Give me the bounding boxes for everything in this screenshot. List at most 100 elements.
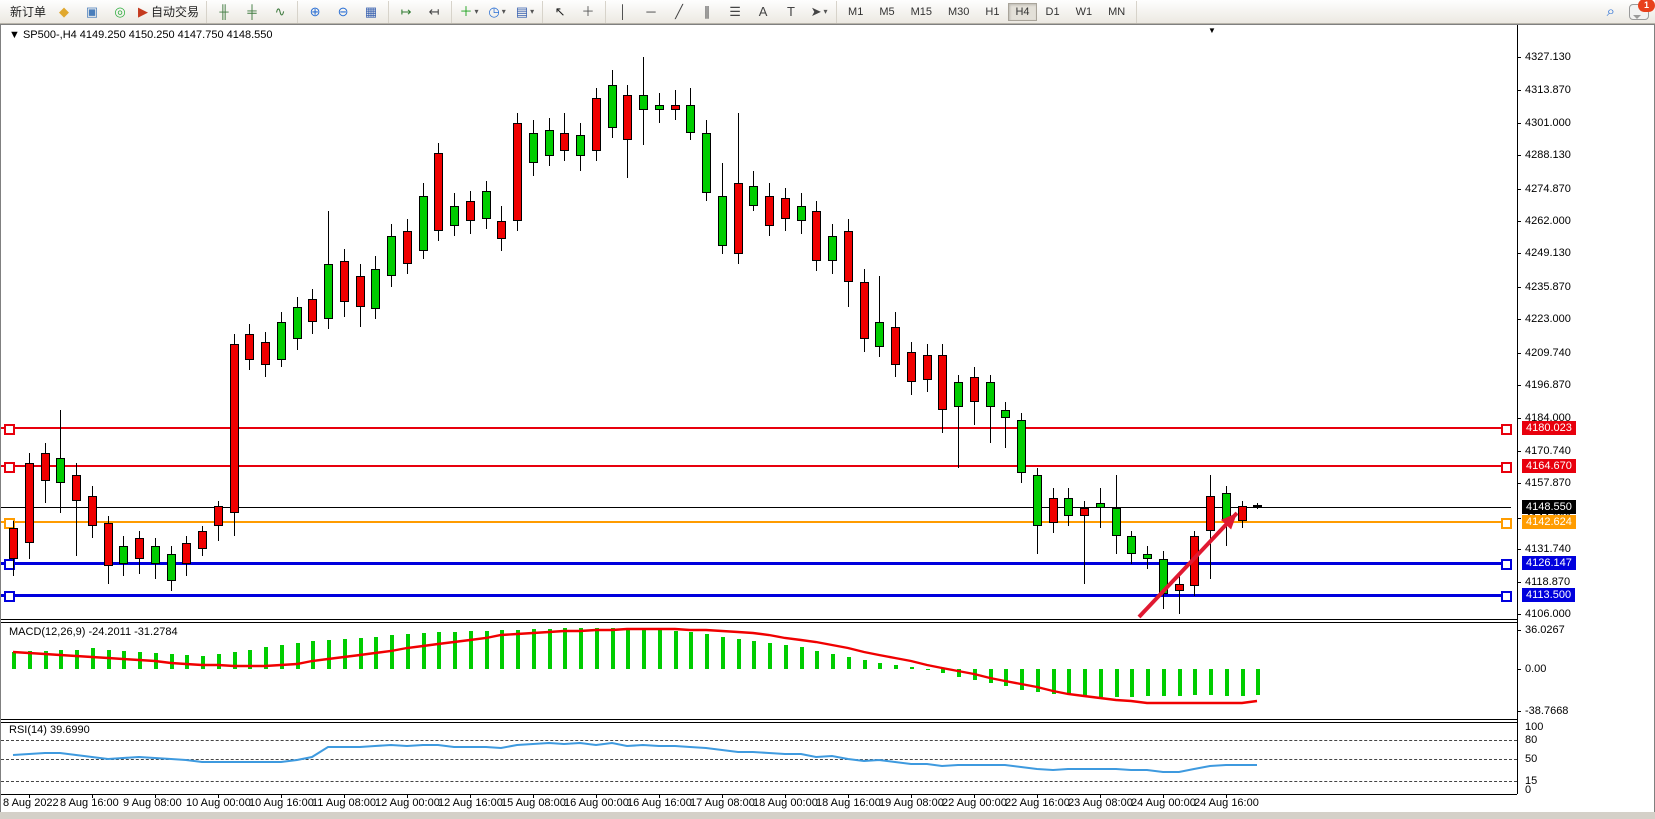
candle[interactable] — [151, 546, 160, 564]
candle[interactable] — [718, 196, 727, 246]
text-icon[interactable]: A — [749, 1, 777, 23]
chevron-down-icon[interactable]: ▾ — [474, 7, 479, 16]
candle[interactable] — [1175, 584, 1184, 591]
candle[interactable] — [293, 307, 302, 339]
time-axis-label[interactable]: 15 Aug 08:00 — [501, 797, 566, 809]
candle[interactable] — [25, 463, 34, 543]
candle[interactable] — [450, 206, 459, 226]
candle[interactable] — [623, 95, 632, 140]
new-order-icon[interactable]: ◆ — [50, 1, 78, 23]
template-icon[interactable]: ▤ ▾ — [511, 1, 539, 23]
candle[interactable] — [592, 98, 601, 151]
timeframe-m1[interactable]: M1 — [848, 5, 864, 18]
candle[interactable] — [734, 183, 743, 254]
new-order-button[interactable]: 新订单 — [3, 1, 50, 23]
zoom-in-icon[interactable]: ⊕ — [301, 1, 329, 23]
time-axis-label[interactable]: 22 Aug 16:00 — [1005, 797, 1070, 809]
candlestick-chart-icon[interactable]: ╪ — [238, 1, 266, 23]
candle[interactable] — [371, 269, 380, 309]
candle[interactable] — [907, 352, 916, 382]
time-axis-label[interactable]: 24 Aug 16:00 — [1194, 797, 1259, 809]
candle[interactable] — [198, 531, 207, 549]
candle[interactable] — [986, 382, 995, 407]
terminal-icon[interactable]: ▣ — [78, 1, 106, 23]
candle[interactable] — [655, 105, 664, 110]
candle[interactable] — [1238, 506, 1247, 521]
notifications-icon[interactable]: 1 — [1629, 0, 1655, 20]
search-icon[interactable]: ⌕ — [1606, 3, 1615, 20]
line-handle-right[interactable] — [1501, 462, 1512, 473]
candle[interactable] — [954, 382, 963, 407]
chevron-down-icon[interactable]: ▾ — [823, 7, 828, 16]
time-axis-label[interactable]: 12 Aug 16:00 — [438, 797, 503, 809]
candle[interactable] — [513, 123, 522, 221]
candle[interactable] — [497, 221, 506, 239]
candle[interactable] — [1049, 498, 1058, 523]
candle[interactable] — [891, 327, 900, 365]
time-axis-label[interactable]: 12 Aug 00:00 — [375, 797, 440, 809]
candle[interactable] — [765, 196, 774, 226]
candle[interactable] — [639, 95, 648, 110]
candle[interactable] — [277, 322, 286, 360]
price-hline[interactable] — [1, 562, 1511, 565]
candle[interactable] — [812, 211, 821, 261]
candle[interactable] — [135, 538, 144, 559]
candle[interactable] — [560, 133, 569, 151]
candle[interactable] — [41, 453, 50, 481]
chevron-down-icon[interactable]: ▾ — [501, 7, 506, 16]
time-axis-label[interactable]: 22 Aug 00:00 — [942, 797, 1007, 809]
candle[interactable] — [104, 523, 113, 566]
time-axis-label[interactable]: 16 Aug 00:00 — [564, 797, 629, 809]
candle[interactable] — [324, 264, 333, 319]
candle[interactable] — [1080, 508, 1089, 516]
candle[interactable] — [608, 85, 617, 128]
line-handle-right[interactable] — [1501, 518, 1512, 529]
chart-shift-icon[interactable]: ↤ — [420, 1, 448, 23]
tile-windows-icon[interactable]: ▦ — [357, 1, 385, 23]
candle[interactable] — [261, 342, 270, 365]
candle[interactable] — [1206, 496, 1215, 531]
timeframe-h4[interactable]: H4 — [1008, 2, 1037, 21]
chevron-down-icon[interactable]: ▾ — [530, 7, 535, 16]
time-axis-label[interactable]: 17 Aug 08:00 — [690, 797, 755, 809]
candle[interactable] — [749, 186, 758, 206]
candle[interactable] — [403, 231, 412, 264]
candle[interactable] — [529, 133, 538, 163]
time-axis-label[interactable]: 18 Aug 16:00 — [816, 797, 881, 809]
candle[interactable] — [797, 206, 806, 221]
timeframe-m5[interactable]: M5 — [879, 5, 895, 18]
time-axis-label[interactable]: 9 Aug 08:00 — [123, 797, 182, 809]
line-handle-right[interactable] — [1501, 591, 1512, 602]
candle[interactable] — [671, 105, 680, 110]
candle[interactable] — [576, 135, 585, 156]
line-chart-icon[interactable]: ∿ — [266, 1, 294, 23]
candle[interactable] — [482, 191, 491, 219]
text-label-icon[interactable]: T — [777, 1, 805, 23]
candle[interactable] — [1033, 475, 1042, 526]
candle[interactable] — [1096, 503, 1105, 508]
candle[interactable] — [1017, 420, 1026, 473]
candle[interactable] — [245, 334, 254, 360]
candle[interactable] — [1112, 508, 1121, 536]
line-handle-left[interactable] — [4, 462, 15, 473]
time-axis-label[interactable]: 11 Aug 08:00 — [312, 797, 377, 809]
line-handle-right[interactable] — [1501, 559, 1512, 570]
price-hline[interactable] — [1, 507, 1511, 508]
candle[interactable] — [466, 201, 475, 221]
timeframe-m15[interactable]: M15 — [910, 5, 932, 18]
auto-trading-button[interactable]: ▶ 自动交易 — [134, 1, 203, 23]
time-axis-label[interactable]: 10 Aug 16:00 — [249, 797, 314, 809]
scroll-to-end-marker[interactable]: ▼ — [1208, 26, 1216, 35]
line-handle-right[interactable] — [1501, 424, 1512, 435]
candle[interactable] — [356, 276, 365, 307]
crosshair-icon[interactable]: ＋ — [574, 1, 602, 23]
channel-icon[interactable]: ∥ — [693, 1, 721, 23]
timeframe-mn[interactable]: MN — [1108, 5, 1126, 18]
timeframe-d1[interactable]: D1 — [1045, 5, 1060, 18]
candle[interactable] — [970, 377, 979, 402]
candle[interactable] — [545, 130, 554, 156]
timeframe-w1[interactable]: W1 — [1075, 5, 1093, 18]
shapes-icon[interactable]: ➤ ▾ — [805, 1, 833, 23]
line-handle-left[interactable] — [4, 591, 15, 602]
candle[interactable] — [340, 261, 349, 302]
